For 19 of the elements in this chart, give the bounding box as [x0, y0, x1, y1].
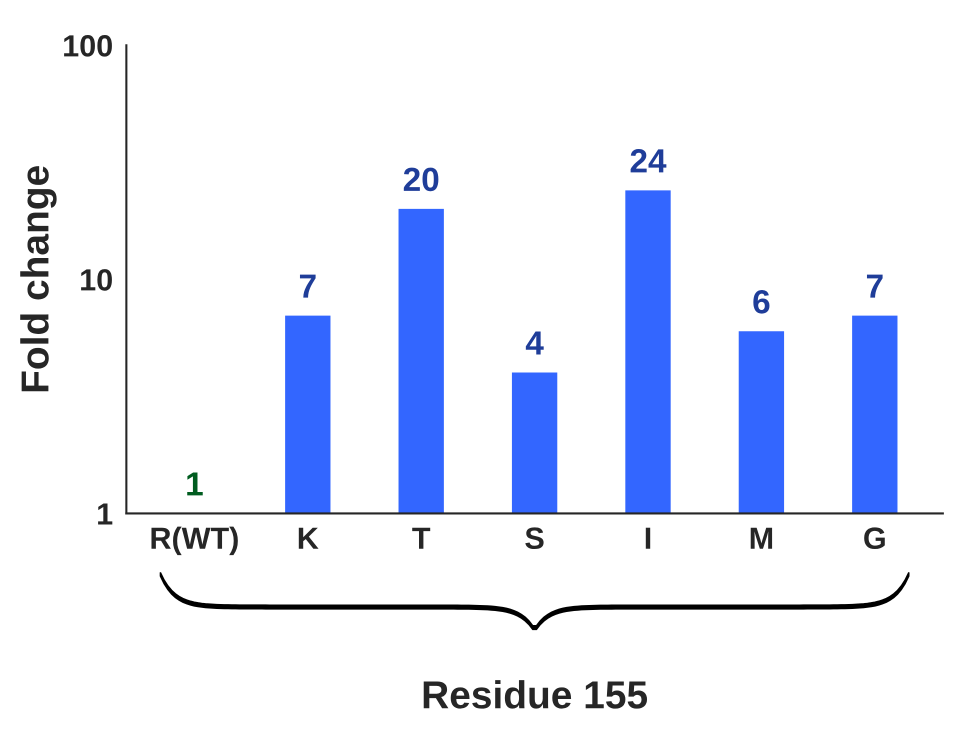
data-label: 24 — [630, 149, 666, 172]
x-axis-title: Residue 155 — [424, 680, 648, 709]
data-label: 6 — [753, 290, 770, 314]
data-label: 7 — [866, 274, 883, 298]
x-tick-label: R(WT) — [151, 526, 238, 556]
data-label: 1 — [187, 472, 203, 496]
x-tick-label: T — [412, 528, 430, 549]
y-axis-title: Fold change — [20, 166, 57, 392]
data-label: 7 — [300, 274, 316, 298]
x-tick-label: I — [646, 528, 650, 549]
y-tick-label: 1 — [98, 503, 112, 524]
x-tick-label: K — [298, 528, 319, 549]
x-tick-label: G — [864, 527, 885, 550]
y-tick-label: 10 — [81, 269, 112, 291]
x-tick-label: S — [525, 527, 544, 550]
y-tick-label: 100 — [64, 35, 112, 57]
data-label: 20 — [404, 168, 438, 192]
data-label: 4 — [526, 332, 544, 354]
x-tick-label: M — [750, 528, 772, 549]
